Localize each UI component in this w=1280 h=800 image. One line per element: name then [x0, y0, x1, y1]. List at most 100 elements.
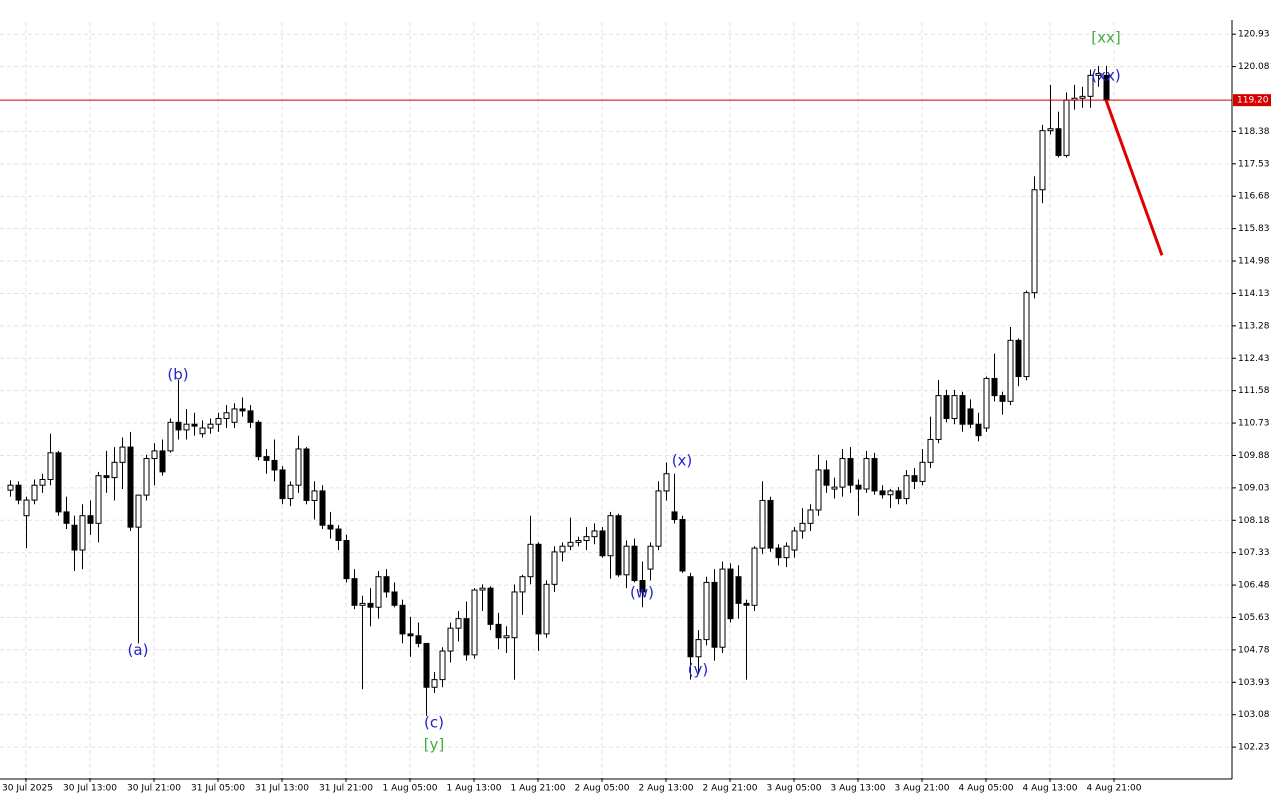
y-tick-label: 113.28: [1238, 321, 1270, 331]
wave-label: (w): [630, 584, 654, 602]
y-tick-label: 109.03: [1238, 483, 1270, 493]
candle-body: [639, 580, 646, 593]
candle-body: [87, 515, 94, 524]
candle-body: [615, 515, 622, 576]
candle-body: [927, 438, 934, 463]
candle-body: [1063, 99, 1070, 156]
candle-body: [607, 515, 614, 557]
y-tick-label: 115.83: [1238, 224, 1270, 234]
wave-label: [y]: [424, 736, 445, 754]
candle-body: [991, 377, 998, 397]
candle-body: [975, 423, 982, 437]
x-tick-label: 1 Aug 13:00: [447, 784, 502, 794]
candle-body: [511, 591, 518, 639]
candle-body: [199, 427, 206, 435]
candle-body: [751, 547, 758, 606]
candle-body: [407, 633, 414, 637]
y-tick-label: 118.38: [1238, 127, 1270, 137]
candle-body: [375, 576, 382, 608]
candle-body: [23, 499, 30, 517]
candle-body: [895, 490, 902, 500]
candle-body: [983, 377, 990, 429]
candle-body: [967, 408, 974, 425]
candle-body: [71, 524, 78, 551]
candle-body: [647, 545, 654, 570]
candle-body: [95, 475, 102, 524]
candle-body: [767, 499, 774, 549]
price-label-box: [1233, 94, 1271, 107]
y-tick-label: 109.88: [1238, 451, 1270, 461]
candle-body: [951, 395, 958, 419]
y-tick-label: 103.93: [1238, 678, 1270, 688]
candle-body: [679, 519, 686, 572]
x-tick-label: 1 Aug 05:00: [383, 784, 438, 794]
candle-body: [887, 490, 894, 496]
candle-body: [1087, 74, 1094, 97]
candle-body: [311, 490, 318, 501]
y-tick-label: 112.43: [1238, 354, 1270, 364]
candle-body: [935, 395, 942, 440]
candle-body: [143, 458, 150, 496]
y-tick-label: 108.18: [1238, 516, 1270, 526]
y-tick-label: 120.08: [1238, 62, 1270, 72]
candle-body: [687, 576, 694, 658]
candle-body: [903, 475, 910, 500]
candle-body: [319, 490, 326, 526]
x-tick-label: 2 Aug 13:00: [639, 784, 694, 794]
candle-body: [367, 602, 374, 608]
candle-body: [447, 627, 454, 652]
candle-body: [535, 543, 542, 635]
candle-body: [711, 581, 718, 648]
candle-body: [487, 587, 494, 625]
candle-body: [631, 545, 638, 582]
forecast-line: [1104, 99, 1164, 256]
candle-body: [519, 576, 526, 593]
candles: [7, 65, 1110, 716]
candle-body: [359, 602, 366, 606]
candle-body: [1095, 72, 1102, 76]
overlays: 119.20 (a) (b) (c) [y] (w) (x) (y) (xx) [xx]: [0, 29, 1271, 754]
x-tick-label: 31 Jul 21:00: [319, 784, 373, 794]
y-tick-label: 110.73: [1238, 419, 1270, 429]
candle-body: [287, 484, 294, 500]
candle-body: [271, 459, 278, 471]
candle-body: [1039, 130, 1046, 191]
candle-body: [183, 423, 190, 431]
candle-body: [671, 511, 678, 521]
candle-body: [103, 475, 110, 479]
candle-body: [847, 458, 854, 486]
candle-body: [863, 458, 870, 490]
candle-body: [167, 421, 174, 452]
candle-body: [583, 536, 590, 541]
wave-label: (c): [424, 714, 444, 732]
candle-body: [783, 545, 790, 559]
candle-body: [383, 576, 390, 593]
candle-body: [623, 545, 630, 576]
candle-body: [527, 543, 534, 578]
candle-body: [815, 469, 822, 511]
x-tick-label: 2 Aug 05:00: [575, 784, 630, 794]
candle-body: [1007, 339, 1014, 402]
candle-body: [959, 395, 966, 425]
candle-body: [495, 623, 502, 639]
candle-body: [911, 475, 918, 482]
x-tick-label: 4 Aug 13:00: [1023, 784, 1078, 794]
wave-label: [xx]: [1091, 29, 1120, 47]
candle-body: [463, 618, 470, 656]
axis-labels: 120.93 120.08 118.38 117.53 116.68 115.83 114.…: [2, 30, 1270, 794]
candle-body: [223, 412, 230, 419]
candle-body: [943, 395, 950, 419]
candle-body: [399, 604, 406, 635]
y-tick-label: 114.13: [1238, 289, 1270, 299]
candle-body: [727, 568, 734, 620]
candle-body: [599, 530, 606, 557]
candle-body: [231, 408, 238, 423]
candle-body: [455, 618, 462, 629]
candle-body: [255, 421, 262, 458]
y-tick-label: 114.98: [1238, 257, 1270, 267]
candle-body: [1015, 339, 1022, 378]
candle-body: [335, 528, 342, 541]
candle-body: [351, 578, 358, 606]
